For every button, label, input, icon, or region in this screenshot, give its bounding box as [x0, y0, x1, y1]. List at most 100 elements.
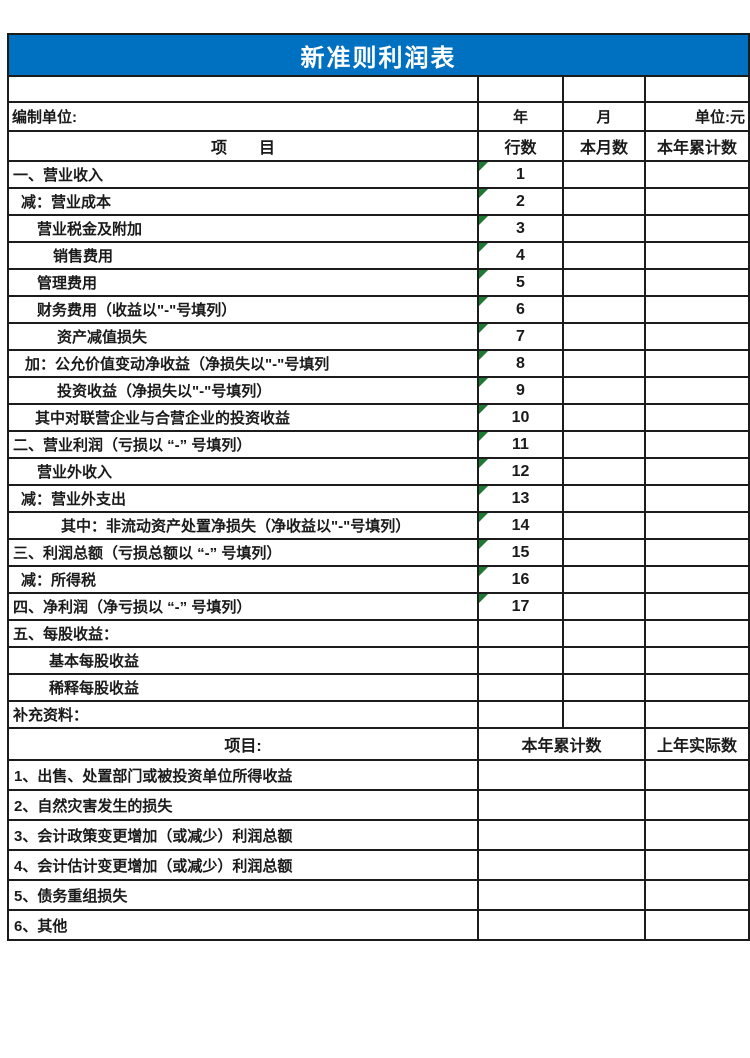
- income-statement-sheet: 新准则利润表 编制单位: 年 月 单位:元 项 目 行数 本月数 本年累计数 一…: [7, 33, 750, 941]
- supp-prior-year-value-cell[interactable]: [644, 879, 750, 911]
- item-label-cell: 四、净利润（净亏损以 “-” 号填列）: [7, 592, 479, 621]
- ytd-value-cell[interactable]: [644, 619, 750, 648]
- item-label-cell: 其中：非流动资产处置净损失（净收益以"-"号填列）: [7, 511, 479, 540]
- ytd-value-cell[interactable]: [644, 403, 750, 432]
- supp-ytd-value-cell[interactable]: [477, 849, 646, 881]
- item-label-cell: 三、利润总额（亏损总额以 “-” 号填列）: [7, 538, 479, 567]
- main-header-row: 项 目 行数 本月数 本年累计数: [7, 130, 750, 162]
- current-month-value-cell[interactable]: [562, 187, 646, 216]
- current-month-value-cell[interactable]: [562, 700, 646, 729]
- table-row: 三、利润总额（亏损总额以 “-” 号填列） 15: [7, 538, 750, 567]
- current-month-value-cell[interactable]: [562, 619, 646, 648]
- current-month-value-cell[interactable]: [562, 430, 646, 459]
- current-month-value-cell[interactable]: [562, 538, 646, 567]
- ytd-value-cell[interactable]: [644, 592, 750, 621]
- spacer-cell[interactable]: [644, 75, 750, 103]
- ytd-value-cell[interactable]: [644, 484, 750, 513]
- error-triangle-icon: [480, 271, 488, 279]
- ytd-value-cell[interactable]: [644, 214, 750, 243]
- current-month-value-cell[interactable]: [562, 646, 646, 675]
- error-triangle-icon: [480, 163, 488, 171]
- ytd-value-cell[interactable]: [644, 457, 750, 486]
- line-number-cell: 11: [477, 430, 564, 459]
- current-month-value-cell[interactable]: [562, 376, 646, 405]
- ytd-value-cell[interactable]: [644, 187, 750, 216]
- spacer-row: [7, 75, 750, 103]
- spacer-cell[interactable]: [477, 75, 564, 103]
- item-label-cell: 财务费用（收益以"-"号填列）: [7, 295, 479, 324]
- item-label-cell: 五、每股收益：: [7, 619, 479, 648]
- ytd-value-cell[interactable]: [644, 241, 750, 270]
- line-number-cell: [477, 646, 564, 675]
- ytd-value-cell[interactable]: [644, 430, 750, 459]
- ytd-value-cell[interactable]: [644, 322, 750, 351]
- month-label: 月: [562, 101, 646, 132]
- supp-prior-year-value-cell[interactable]: [644, 819, 750, 851]
- item-label-cell: 营业税金及附加: [7, 214, 479, 243]
- unit-label: 单位:元: [644, 101, 750, 132]
- supplement-row: 6、其他: [7, 909, 750, 941]
- table-row: 一、营业收入 1: [7, 160, 750, 189]
- item-label-cell: 一、营业收入: [7, 160, 479, 189]
- table-row: 减：营业成本 2: [7, 187, 750, 216]
- current-month-value-cell[interactable]: [562, 295, 646, 324]
- supp-ytd-value-cell[interactable]: [477, 909, 646, 941]
- line-number-cell: 3: [477, 214, 564, 243]
- line-number-cell: 6: [477, 295, 564, 324]
- ytd-value-cell[interactable]: [644, 376, 750, 405]
- supp-prior-year-value-cell[interactable]: [644, 789, 750, 821]
- supp-prior-year-value-cell[interactable]: [644, 759, 750, 791]
- line-number-cell: 15: [477, 538, 564, 567]
- ytd-value-cell[interactable]: [644, 565, 750, 594]
- supp-ytd-value-cell[interactable]: [477, 789, 646, 821]
- error-triangle-icon: [480, 406, 488, 414]
- ytd-value-cell[interactable]: [644, 511, 750, 540]
- report-title: 新准则利润表: [7, 33, 750, 77]
- current-month-value-cell[interactable]: [562, 511, 646, 540]
- error-triangle-icon: [480, 487, 488, 495]
- ytd-value-cell[interactable]: [644, 673, 750, 702]
- supp-ytd-value-cell[interactable]: [477, 819, 646, 851]
- ytd-value-cell[interactable]: [644, 268, 750, 297]
- header-line-no: 行数: [477, 130, 564, 162]
- error-triangle-icon: [480, 217, 488, 225]
- ytd-value-cell[interactable]: [644, 646, 750, 675]
- line-number-cell: 17: [477, 592, 564, 621]
- supp-header-item: 项目:: [7, 727, 479, 761]
- line-number-cell: [477, 619, 564, 648]
- item-label-cell: 基本每股收益: [7, 646, 479, 675]
- table-row: 资产减值损失 7: [7, 322, 750, 351]
- supp-ytd-value-cell[interactable]: [477, 879, 646, 911]
- supplement-header-row: 项目: 本年累计数 上年实际数: [7, 727, 750, 761]
- spacer-cell[interactable]: [562, 75, 646, 103]
- current-month-value-cell[interactable]: [562, 403, 646, 432]
- line-number-cell: 9: [477, 376, 564, 405]
- ytd-value-cell[interactable]: [644, 160, 750, 189]
- ytd-value-cell[interactable]: [644, 538, 750, 567]
- supp-ytd-value-cell[interactable]: [477, 759, 646, 791]
- header-current-month: 本月数: [562, 130, 646, 162]
- current-month-value-cell[interactable]: [562, 241, 646, 270]
- ytd-value-cell[interactable]: [644, 295, 750, 324]
- main-rows: 一、营业收入 1 减：营业成本 2 营业税金及附加 3 销售费用 4 管理费用 5 财务费用（收益以…: [7, 160, 750, 729]
- error-triangle-icon: [480, 352, 488, 360]
- current-month-value-cell[interactable]: [562, 484, 646, 513]
- line-number-cell: 4: [477, 241, 564, 270]
- supp-item-label-cell: 3、会计政策变更增加（或减少）利润总额: [7, 819, 479, 851]
- ytd-value-cell[interactable]: [644, 700, 750, 729]
- current-month-value-cell[interactable]: [562, 565, 646, 594]
- supplement-row: 4、会计估计变更增加（或减少）利润总额: [7, 849, 750, 881]
- current-month-value-cell[interactable]: [562, 322, 646, 351]
- current-month-value-cell[interactable]: [562, 268, 646, 297]
- current-month-value-cell[interactable]: [562, 457, 646, 486]
- current-month-value-cell[interactable]: [562, 592, 646, 621]
- supplement-row: 2、自然灾害发生的损失: [7, 789, 750, 821]
- current-month-value-cell[interactable]: [562, 349, 646, 378]
- line-number-cell: 2: [477, 187, 564, 216]
- current-month-value-cell[interactable]: [562, 214, 646, 243]
- supp-prior-year-value-cell[interactable]: [644, 909, 750, 941]
- current-month-value-cell[interactable]: [562, 673, 646, 702]
- current-month-value-cell[interactable]: [562, 160, 646, 189]
- supp-prior-year-value-cell[interactable]: [644, 849, 750, 881]
- ytd-value-cell[interactable]: [644, 349, 750, 378]
